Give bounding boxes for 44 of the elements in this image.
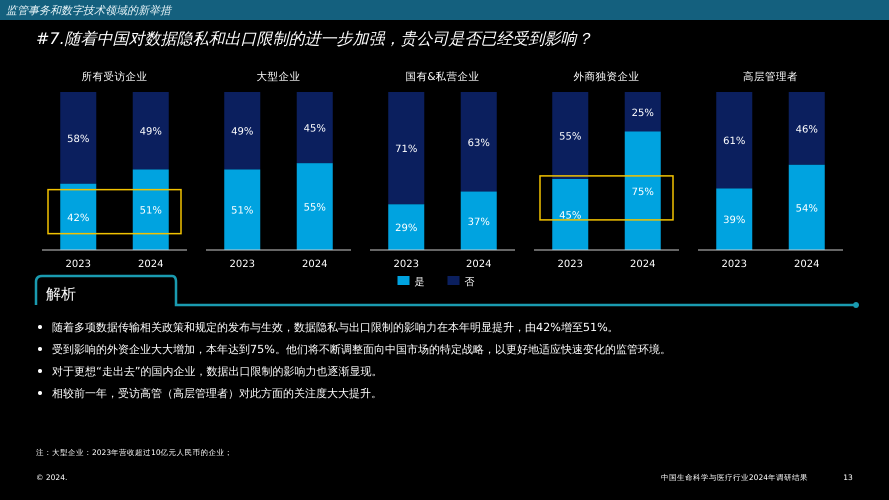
text: #7.随着中国对数据隐私和出口限制的进一步加强，贵公司是否已经受到影响？ (36, 29, 593, 48)
data-label: 51% (231, 206, 254, 217)
text: 相较前一年，受访高管（高层管理者）对此方面的关注度大大提升。 (52, 387, 382, 400)
text: 受到影响的外资企业大大增加，本年达到75%。他们将不断调整面向中国市场的特定战略，以更好地适应快速变化的监管环境。 (52, 343, 671, 356)
x-tick-label: 2024 (630, 259, 656, 270)
x-tick-label: 2023 (722, 259, 747, 270)
data-label: 39% (723, 215, 746, 226)
x-tick-label: 2024 (466, 259, 492, 270)
data-label: 25% (632, 108, 654, 119)
data-label: 71% (395, 144, 418, 156)
text: 随着多项数据传输相关政策和规定的发布与生效，数据隐私与出口限制的影响力在本年明显提升，由42%增至51%。 (52, 321, 619, 334)
text: 监管事务和数字技术领域的新举措 (6, 4, 173, 17)
data-label: 45% (559, 210, 582, 222)
data-label: 55% (304, 202, 326, 214)
chart-title: 外商独资企业 (574, 70, 640, 83)
data-label: 61% (723, 136, 746, 148)
data-label: 49% (231, 126, 254, 138)
data-label: 45% (304, 124, 326, 135)
chart-title: 国有&私营企业 (405, 70, 480, 83)
data-label: 29% (395, 223, 418, 234)
chart-title: 大型企业 (256, 70, 300, 83)
data-label: 55% (559, 131, 582, 142)
x-tick-label: 2024 (138, 259, 164, 270)
legend-label: 是 (414, 277, 424, 288)
x-tick-label: 2023 (394, 259, 419, 270)
data-label: 46% (796, 124, 818, 136)
text: 对于更想“走出去”的国内企业，数据出口限制的影响力也逐渐显现。 (52, 365, 383, 378)
x-tick-label: 2023 (230, 259, 255, 270)
x-tick-label: 2023 (66, 259, 91, 270)
data-label: 37% (468, 216, 490, 228)
chart-title: 高层管理者 (743, 70, 798, 83)
data-label: 75% (632, 186, 654, 198)
x-tick-label: 2024 (794, 259, 820, 270)
text: 解析 (46, 285, 76, 303)
data-label: 49% (140, 126, 162, 138)
chart-title: 所有受访企业 (82, 70, 148, 83)
legend-label: 否 (464, 277, 474, 288)
data-label: 63% (468, 138, 490, 149)
data-label: 42% (67, 212, 90, 224)
data-label: 54% (796, 203, 818, 214)
data-label: 58% (67, 134, 90, 145)
x-tick-label: 2023 (558, 259, 583, 270)
data-label: 51% (140, 206, 162, 217)
x-tick-label: 2024 (302, 259, 328, 270)
